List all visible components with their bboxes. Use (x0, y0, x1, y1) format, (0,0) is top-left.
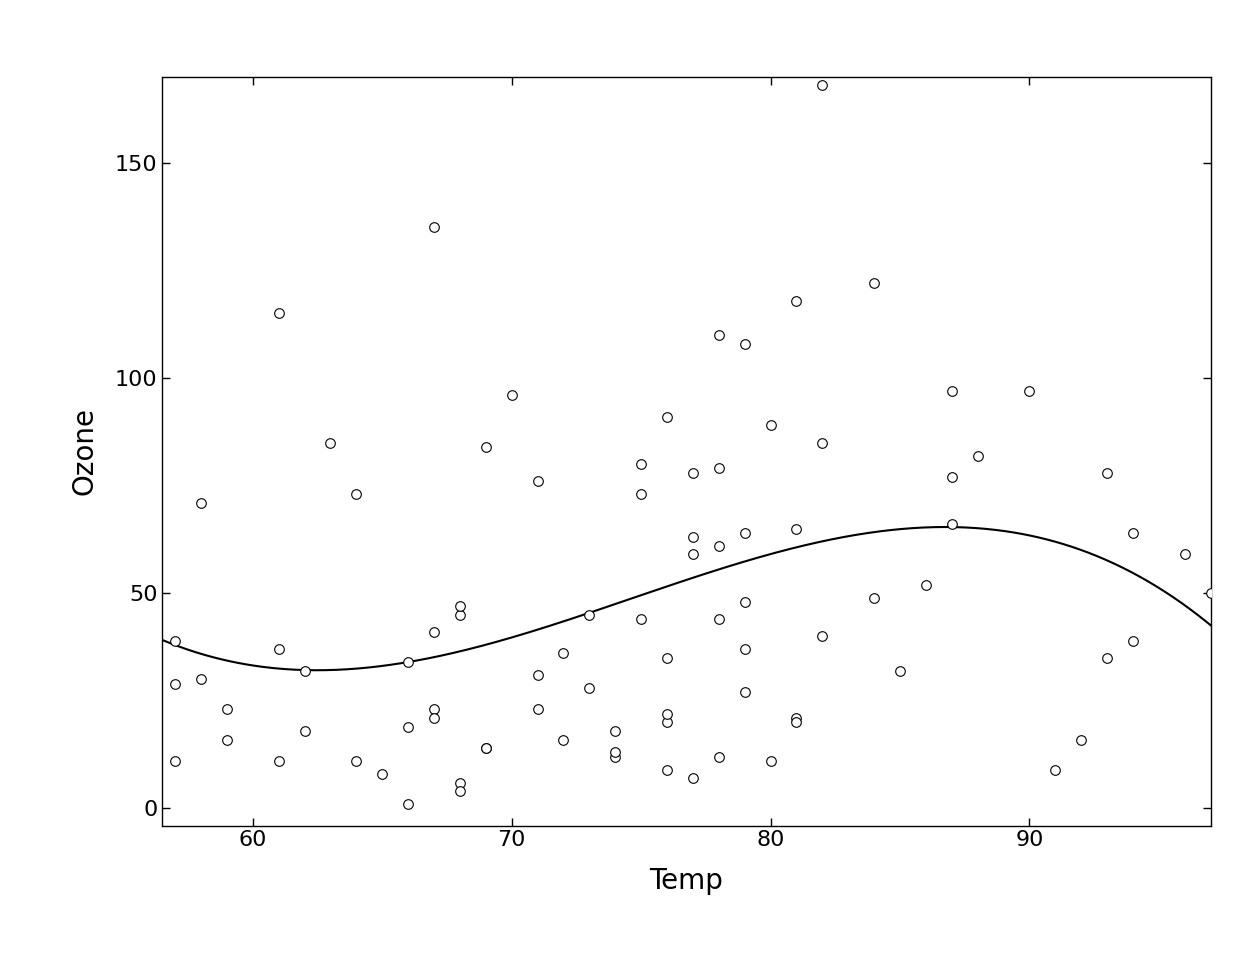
Point (165, 676, 185, 691)
Point (268, 754, 288, 769)
Point (553, 732, 573, 747)
Point (683, 547, 703, 563)
Point (1097, 465, 1117, 480)
Point (424, 710, 444, 726)
Point (502, 388, 522, 403)
Point (191, 672, 211, 687)
Point (786, 521, 806, 537)
Point (656, 409, 676, 424)
Point (709, 461, 729, 476)
Point (812, 629, 832, 644)
Point (735, 641, 755, 657)
Point (321, 435, 341, 450)
Point (656, 714, 676, 730)
Point (191, 495, 211, 511)
Point (942, 469, 962, 485)
Point (528, 702, 548, 717)
Point (786, 710, 806, 726)
Point (709, 612, 729, 627)
Point (347, 754, 367, 769)
Point (605, 745, 625, 760)
Point (579, 607, 599, 622)
Point (1174, 547, 1194, 563)
Point (916, 577, 936, 592)
Point (709, 327, 729, 343)
Point (864, 276, 884, 291)
Y-axis label: Ozone: Ozone (70, 407, 99, 495)
Point (424, 220, 444, 235)
Point (631, 456, 651, 471)
Point (942, 383, 962, 398)
Point (217, 732, 237, 747)
Point (709, 539, 729, 554)
Point (528, 473, 548, 489)
Point (398, 797, 418, 812)
Point (217, 702, 237, 717)
X-axis label: Temp: Temp (649, 867, 724, 895)
Point (475, 440, 495, 455)
Point (347, 487, 367, 502)
Point (967, 447, 987, 463)
Point (760, 418, 780, 433)
Point (165, 754, 185, 769)
Point (735, 594, 755, 610)
Point (864, 589, 884, 605)
Point (451, 775, 470, 790)
Point (165, 633, 185, 648)
Point (553, 646, 573, 661)
Point (295, 663, 314, 679)
Point (475, 740, 495, 756)
Point (735, 525, 755, 540)
Point (1123, 525, 1143, 540)
Point (451, 607, 470, 622)
Point (683, 530, 703, 545)
Point (398, 719, 418, 734)
Point (579, 681, 599, 696)
Point (475, 740, 495, 756)
Point (683, 771, 703, 786)
Point (942, 516, 962, 532)
Point (812, 78, 832, 93)
Point (1097, 650, 1117, 665)
Point (683, 465, 703, 480)
Point (424, 702, 444, 717)
Point (735, 336, 755, 351)
Point (890, 663, 910, 679)
Point (424, 624, 444, 639)
Point (1071, 732, 1091, 747)
Point (656, 706, 676, 721)
Point (735, 684, 755, 700)
Point (709, 749, 729, 764)
Point (605, 723, 625, 738)
Point (786, 714, 806, 730)
Point (605, 749, 625, 764)
Point (268, 641, 288, 657)
Point (656, 762, 676, 778)
Point (451, 783, 470, 799)
Point (786, 293, 806, 308)
Point (268, 306, 288, 322)
Point (760, 754, 780, 769)
Point (631, 612, 651, 627)
Point (1201, 586, 1221, 601)
Point (372, 766, 392, 781)
Point (656, 650, 676, 665)
Point (1046, 762, 1066, 778)
Point (1123, 633, 1143, 648)
Point (812, 435, 832, 450)
Point (631, 487, 651, 502)
Point (398, 655, 418, 670)
Point (451, 598, 470, 613)
Point (295, 723, 314, 738)
Point (528, 667, 548, 683)
Point (1020, 383, 1040, 398)
Point (140, 702, 160, 717)
